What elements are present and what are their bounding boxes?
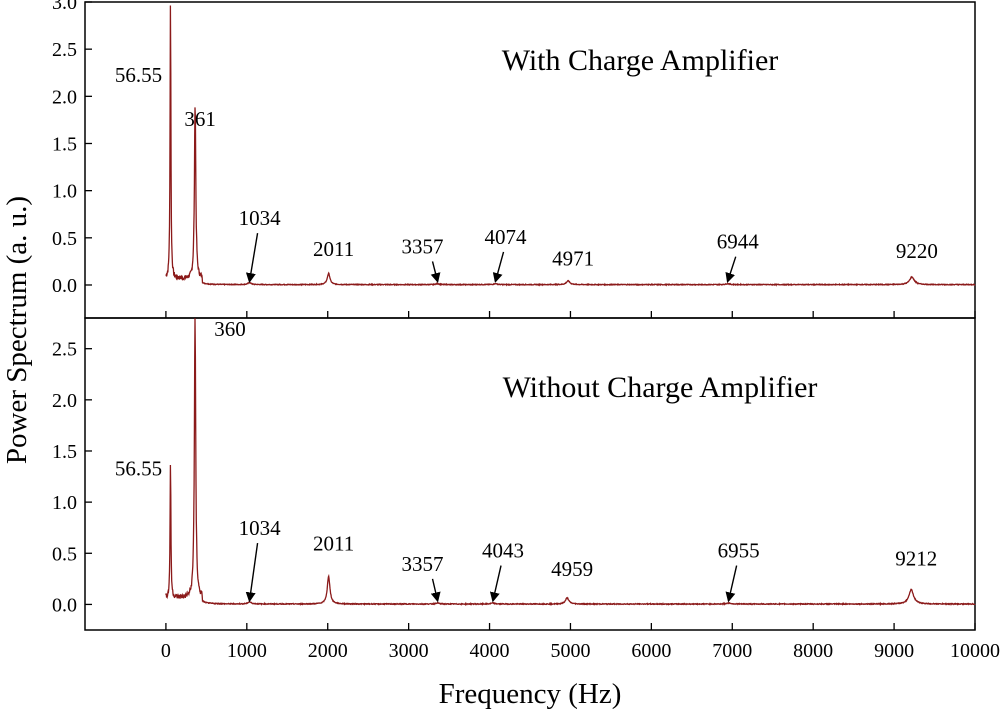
spectrum-line bbox=[165, 5, 976, 287]
x-tick-label: 6000 bbox=[631, 640, 671, 662]
x-tick-label: 10000 bbox=[950, 640, 1000, 662]
spectrum-line bbox=[165, 318, 976, 607]
panel-with-charge-amplifier: 0.0 0.5 1.0 1.5 2.0 2.5 3.0 With Charge Amplifi… bbox=[52, 0, 976, 319]
panel-title: Without Charge Amplifier bbox=[503, 371, 818, 404]
peak-label: 4043 bbox=[482, 539, 524, 563]
y-tick-label: 2.5 bbox=[52, 39, 77, 61]
peak-label: 361 bbox=[184, 107, 216, 131]
panel-without-charge-amplifier: 0.0 0.5 1.0 1.5 2.0 2.5 Without Charge Amplifi… bbox=[52, 317, 976, 631]
y-tick-label: 1.0 bbox=[52, 492, 77, 514]
y-tick-label: 1.5 bbox=[52, 441, 77, 463]
peak-label: 2011 bbox=[313, 531, 354, 555]
y-tick-label: 2.5 bbox=[52, 339, 77, 361]
peak-arrow bbox=[430, 578, 441, 603]
y-tick-label: 1.0 bbox=[52, 181, 77, 203]
peak-label: 360 bbox=[214, 317, 246, 341]
peak-arrow bbox=[725, 256, 737, 283]
y-tick-label: 0.0 bbox=[52, 275, 77, 297]
y-tick-label: 1.5 bbox=[52, 133, 77, 155]
peak-label: 4074 bbox=[485, 225, 528, 249]
y-tick-label: 0.5 bbox=[52, 543, 77, 565]
peak-label: 1034 bbox=[239, 206, 282, 230]
x-tick-label: 2000 bbox=[308, 640, 348, 662]
x-tick-label: 3000 bbox=[389, 640, 429, 662]
peak-label: 3357 bbox=[402, 552, 444, 576]
peak-label: 9220 bbox=[896, 239, 938, 263]
x-tick-label: 4000 bbox=[470, 640, 510, 662]
peak-arrow bbox=[245, 232, 259, 284]
y-tick-label: 0.5 bbox=[52, 228, 77, 250]
peak-label: 1034 bbox=[239, 516, 282, 540]
peak-label: 2011 bbox=[313, 237, 354, 261]
y-axis-label: Power Spectrum (a. u.) bbox=[1, 196, 33, 464]
peak-label: 6955 bbox=[718, 539, 760, 563]
y-tick-label: 2.0 bbox=[52, 86, 77, 108]
peak-label: 6944 bbox=[717, 230, 760, 254]
x-tick-label: 9000 bbox=[874, 640, 914, 662]
peak-arrow bbox=[725, 565, 738, 603]
peak-label: 56.55 bbox=[115, 456, 162, 480]
peak-arrow bbox=[245, 542, 259, 603]
peak-label: 56.55 bbox=[115, 63, 162, 87]
x-axis-label: Frequency (Hz) bbox=[439, 678, 622, 710]
peak-label: 3357 bbox=[402, 234, 444, 258]
peak-arrow bbox=[489, 565, 502, 603]
y-tick-label: 3.0 bbox=[52, 0, 77, 14]
peak-label: 9212 bbox=[895, 547, 937, 571]
panel-frame bbox=[84, 317, 976, 631]
y-tick-label: 2.0 bbox=[52, 390, 77, 412]
x-tick-label: 8000 bbox=[793, 640, 833, 662]
x-axis: 0 1000 2000 3000 4000 5000 6000 7000 8000 9000 100… bbox=[161, 640, 1000, 662]
panel-title: With Charge Amplifier bbox=[502, 44, 779, 77]
peak-arrow bbox=[430, 261, 441, 284]
peak-label: 4959 bbox=[551, 557, 593, 581]
peak-label: 4971 bbox=[552, 247, 594, 271]
y-tick-label: 0.0 bbox=[52, 594, 77, 616]
x-tick-label: 7000 bbox=[712, 640, 752, 662]
x-tick-label: 1000 bbox=[227, 640, 267, 662]
peak-arrow bbox=[492, 251, 505, 284]
x-tick-label: 0 bbox=[161, 640, 171, 662]
x-tick-label: 5000 bbox=[550, 640, 590, 662]
